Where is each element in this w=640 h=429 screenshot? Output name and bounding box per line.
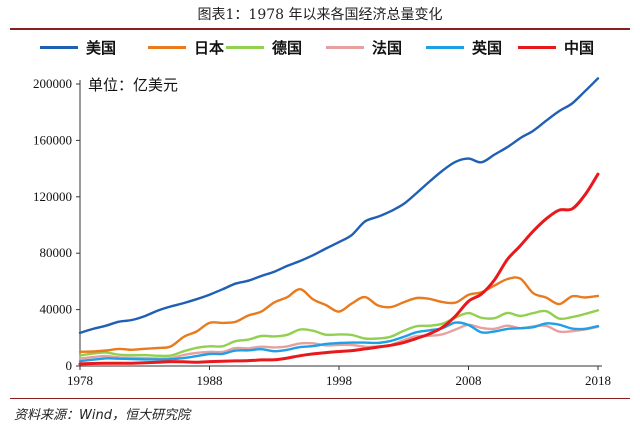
legend-label: 日本 xyxy=(194,38,225,57)
legend-item: 中国 xyxy=(518,36,594,58)
legend-label: 中国 xyxy=(564,38,595,57)
x-tick-label: 1978 xyxy=(67,373,93,388)
legend-item: 德国 xyxy=(226,36,302,58)
y-tick-label: 160000 xyxy=(33,132,72,147)
legend-swatch xyxy=(226,45,264,49)
legend-label: 法国 xyxy=(372,38,403,57)
legend-swatch xyxy=(40,45,78,49)
legend-swatch xyxy=(326,45,364,49)
legend-swatch xyxy=(518,45,556,49)
series-line-6 xyxy=(78,172,600,366)
x-tick-label: 2018 xyxy=(585,373,611,388)
legend-swatch xyxy=(148,45,186,49)
x-tick-label: 2008 xyxy=(456,373,482,388)
y-tick-label: 0 xyxy=(66,358,73,373)
x-tick-label: 1998 xyxy=(326,373,352,388)
x-tick-label: 1988 xyxy=(197,373,223,388)
legend: 美国 日本 德国 法国 英国 中国 xyxy=(30,36,620,58)
legend-swatch xyxy=(426,45,464,49)
series-line-1 xyxy=(78,77,600,335)
legend-item: 美国 xyxy=(40,36,116,58)
y-tick-label: 200000 xyxy=(33,76,72,91)
legend-label: 英国 xyxy=(472,38,503,57)
legend-item: 英国 xyxy=(426,36,502,58)
title-rule xyxy=(10,28,630,30)
series-line-5 xyxy=(78,321,600,363)
series-line-2 xyxy=(78,276,600,353)
series-line-3 xyxy=(78,309,600,358)
bottom-rule xyxy=(10,398,630,399)
legend-label: 美国 xyxy=(86,38,117,57)
y-tick-label: 120000 xyxy=(33,189,72,204)
chart-title: 图表1：1978 年以来各国经济总量变化 xyxy=(197,7,443,23)
legend-item: 法国 xyxy=(326,36,402,58)
source-note: 资料来源：Wind，恒大研究院 xyxy=(14,408,190,423)
y-tick-label: 80000 xyxy=(40,245,73,260)
legend-label: 德国 xyxy=(272,38,303,57)
series-line-4 xyxy=(78,323,600,360)
y-tick-label: 40000 xyxy=(40,302,73,317)
legend-item: 日本 xyxy=(148,36,224,58)
unit-label: 单位：亿美元 xyxy=(88,76,179,94)
